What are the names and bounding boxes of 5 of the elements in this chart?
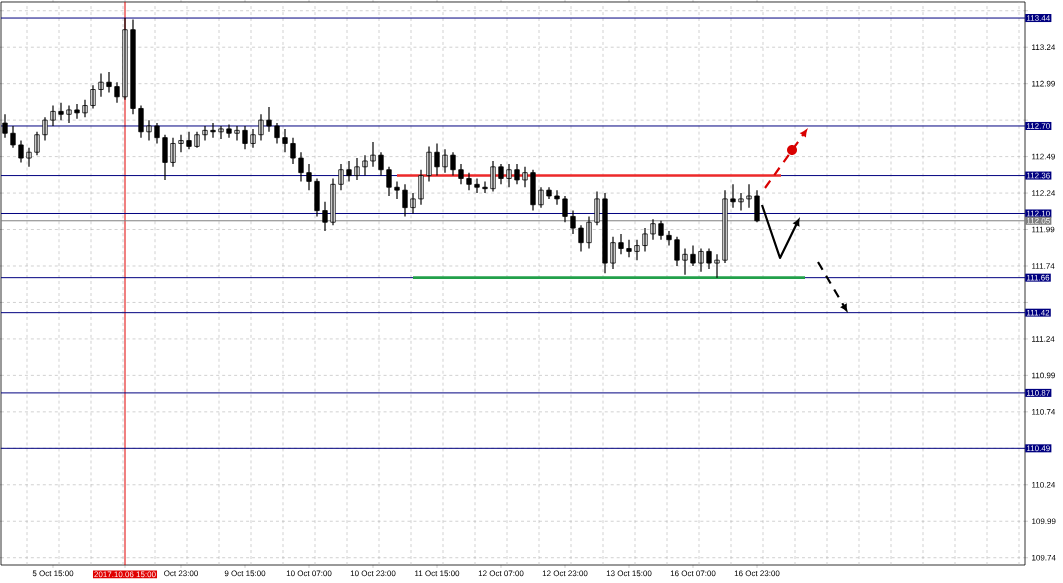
candlestick: [746, 183, 752, 209]
candlestick: [554, 189, 560, 206]
candlestick: [546, 186, 552, 200]
candlestick: [370, 141, 376, 168]
candlestick: [266, 106, 272, 133]
